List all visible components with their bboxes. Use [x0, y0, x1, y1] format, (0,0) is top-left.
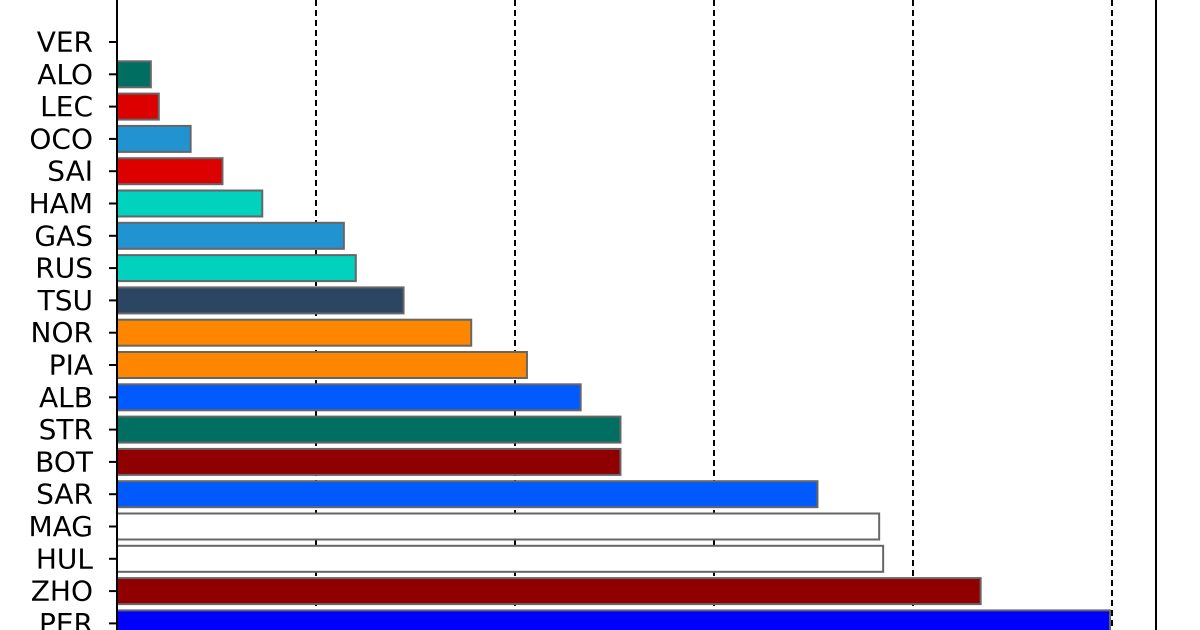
bar-alb — [116, 383, 582, 412]
bar-rus — [116, 254, 357, 283]
y-tick-label-hul: HUL — [36, 542, 94, 575]
bar-alo — [116, 60, 152, 89]
y-tick-label-zho: ZHO — [31, 575, 93, 608]
y-tick-label-gas: GAS — [34, 219, 93, 252]
y-tick-label-rus: RUS — [35, 252, 93, 285]
bar-per — [116, 609, 1112, 630]
bar-bot — [116, 447, 622, 476]
bar-mag — [116, 512, 881, 541]
y-tick-label-ver: VER — [37, 26, 93, 59]
y-tick-label-ham: HAM — [29, 187, 93, 220]
y-tick-label-sar: SAR — [36, 478, 93, 511]
y-tick-label-bot: BOT — [35, 445, 94, 478]
y-tick-label-alb: ALB — [39, 381, 93, 414]
bar-pia — [116, 351, 528, 379]
y-tick-label-mag: MAG — [28, 510, 93, 543]
y-tick-label-alo: ALO — [37, 58, 93, 91]
bar-hul — [116, 544, 885, 573]
bar-gas — [116, 221, 345, 250]
bar-tsu — [116, 286, 405, 315]
y-tick-label-tsu: TSU — [37, 284, 93, 317]
bar-lec — [116, 92, 160, 121]
labels-layer: VERALOLECOCOSAIHAMGASRUSTSUNORPIAALBSTRB… — [28, 26, 117, 630]
y-tick-label-sai: SAI — [47, 155, 93, 188]
axes-layer — [116, 0, 1157, 630]
bar-zho — [116, 577, 982, 606]
bar-nor — [116, 318, 473, 347]
y-tick-label-oco: OCO — [29, 122, 93, 155]
bar-str — [116, 415, 622, 444]
bar-sar — [116, 480, 819, 509]
bars-layer — [116, 60, 1112, 630]
y-tick-label-lec: LEC — [40, 90, 93, 123]
y-tick-label-nor: NOR — [31, 316, 93, 349]
bar-oco — [116, 124, 192, 153]
y-tick-label-str: STR — [39, 413, 93, 446]
y-tick-label-pia: PIA — [49, 349, 93, 382]
y-tick-label-per: PER — [39, 607, 93, 630]
bar-sai — [116, 157, 224, 186]
bar-ham — [116, 189, 264, 218]
